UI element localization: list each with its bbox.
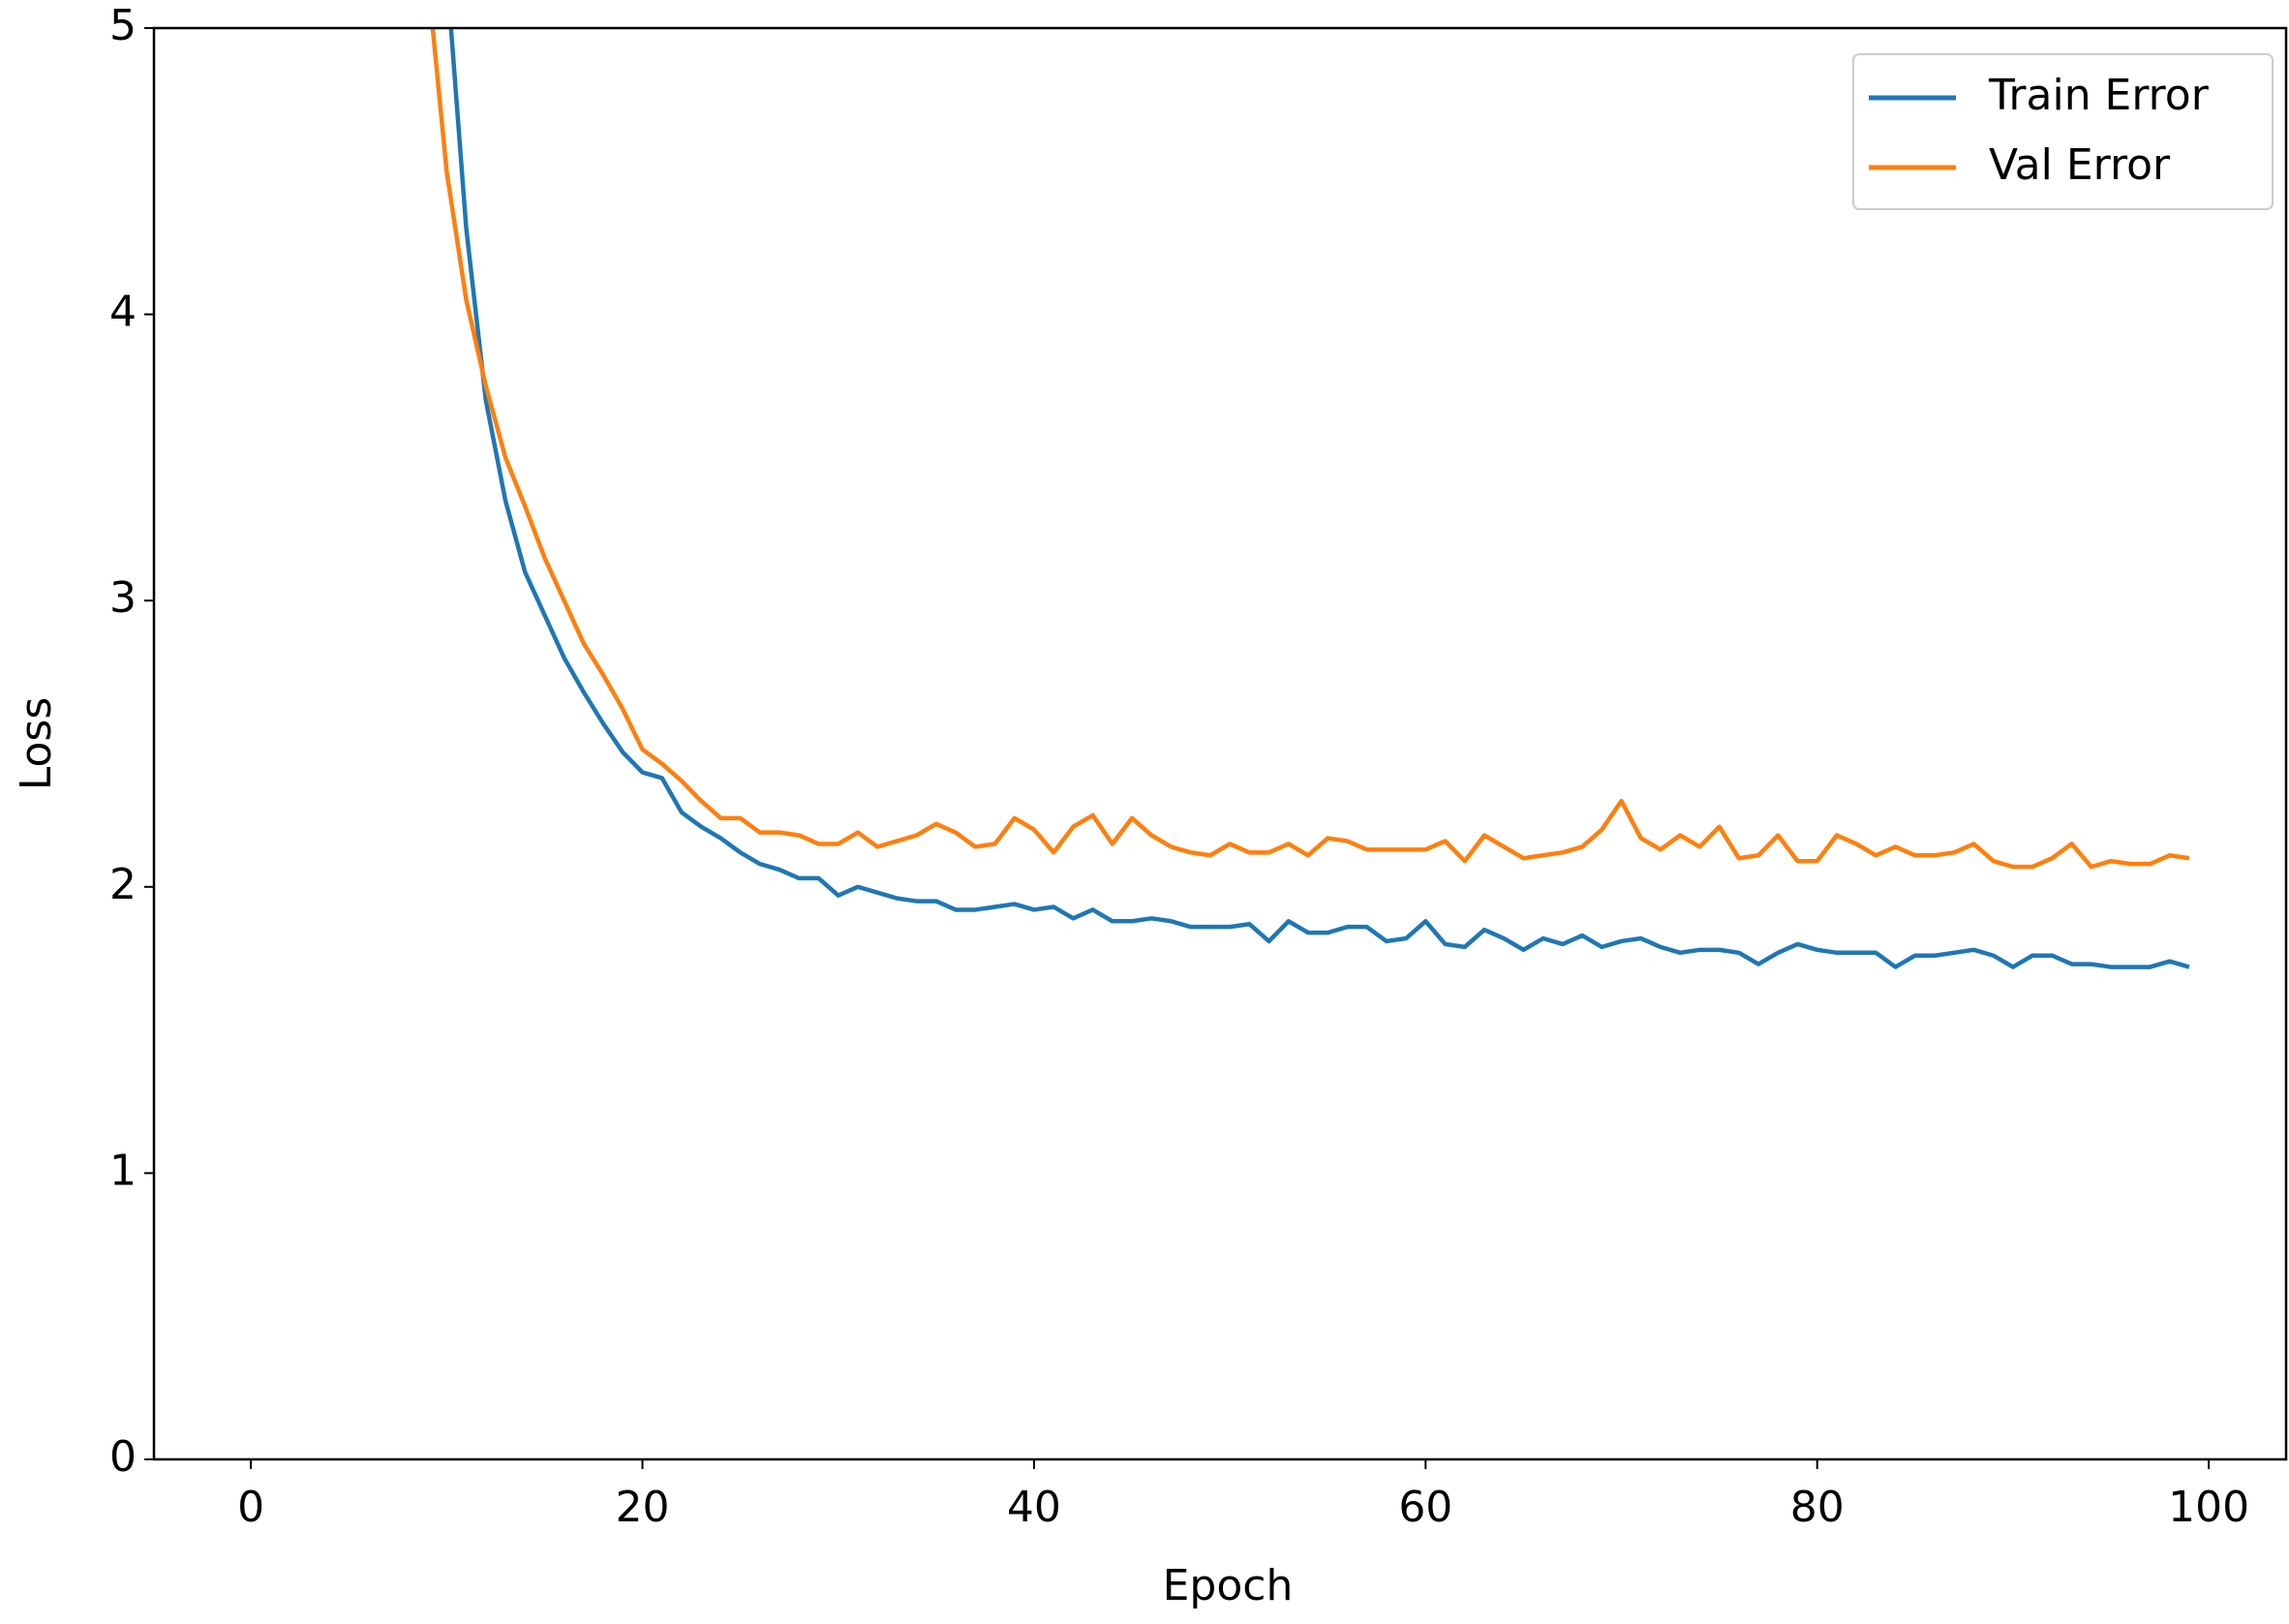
x-axis-label: Epoch [1163,1561,1294,1610]
x-tick-label: 60 [1398,1483,1452,1532]
y-axis-label: Loss [12,697,61,791]
y-tick-label: 0 [109,1432,137,1482]
plot-lines [430,28,2190,969]
y-tick-label: 4 [109,288,137,337]
legend: Train Error Val Error [1852,53,2274,210]
x-tick-label: 0 [237,1483,264,1532]
legend-label: Train Error [1988,71,2210,120]
x-tick-label: 20 [615,1483,669,1532]
legend-label: Val Error [1989,140,2171,190]
x-tick-label: 40 [1007,1483,1061,1532]
x-tick-label: 100 [2168,1483,2249,1532]
x-tick-label: 80 [1790,1483,1845,1532]
y-tick-label: 2 [109,860,137,909]
y-tick-label: 5 [109,1,137,50]
data-line [430,28,2190,870]
axes-frame [152,26,2288,1461]
data-line [448,28,2190,969]
legend-box [1852,53,2274,210]
y-tick-label: 3 [109,573,137,623]
y-tick-label: 1 [109,1146,137,1195]
